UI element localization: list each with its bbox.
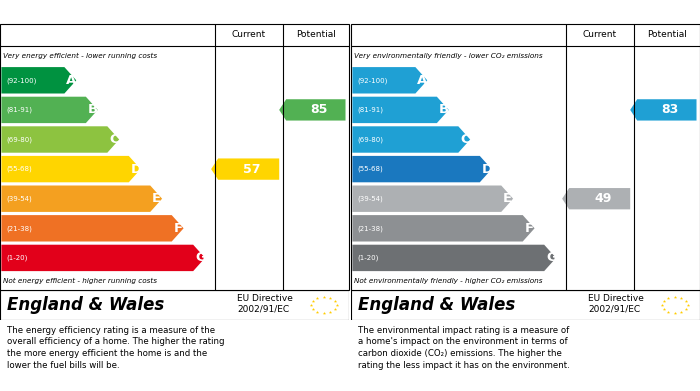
Text: 57: 57	[244, 163, 261, 176]
Text: B: B	[439, 103, 449, 117]
Polygon shape	[1, 245, 205, 271]
Text: G: G	[546, 251, 556, 264]
Polygon shape	[352, 245, 556, 271]
Text: Potential: Potential	[296, 30, 336, 39]
Text: 49: 49	[594, 192, 612, 205]
Polygon shape	[352, 67, 427, 93]
Text: Current: Current	[582, 30, 617, 39]
Text: A: A	[66, 74, 76, 87]
Text: (55-68): (55-68)	[6, 166, 32, 172]
Polygon shape	[630, 99, 696, 120]
Text: D: D	[130, 163, 141, 176]
Text: Energy Efficiency Rating: Energy Efficiency Rating	[8, 5, 181, 18]
Text: C: C	[460, 133, 470, 146]
Text: Very environmentally friendly - lower CO₂ emissions: Very environmentally friendly - lower CO…	[354, 53, 543, 59]
Text: Potential: Potential	[647, 30, 687, 39]
Text: C: C	[109, 133, 119, 146]
Polygon shape	[1, 156, 141, 182]
Text: (39-54): (39-54)	[6, 196, 32, 202]
Text: (1-20): (1-20)	[6, 255, 28, 261]
Polygon shape	[352, 215, 535, 242]
Text: F: F	[524, 222, 533, 235]
Polygon shape	[211, 158, 279, 180]
Polygon shape	[1, 67, 76, 93]
Text: Current: Current	[232, 30, 266, 39]
Polygon shape	[352, 156, 491, 182]
Polygon shape	[1, 126, 119, 153]
Text: (92-100): (92-100)	[357, 77, 388, 84]
Polygon shape	[352, 185, 513, 212]
Text: (81-91): (81-91)	[357, 107, 384, 113]
Polygon shape	[279, 99, 346, 120]
Text: A: A	[417, 74, 428, 87]
Text: The environmental impact rating is a measure of
a home's impact on the environme: The environmental impact rating is a mea…	[358, 326, 570, 370]
Text: D: D	[482, 163, 493, 176]
Text: (21-38): (21-38)	[357, 225, 383, 231]
Text: 83: 83	[662, 103, 679, 117]
Text: Not energy efficient - higher running costs: Not energy efficient - higher running co…	[4, 278, 158, 284]
Text: F: F	[174, 222, 183, 235]
Text: E: E	[503, 192, 512, 205]
Text: Not environmentally friendly - higher CO₂ emissions: Not environmentally friendly - higher CO…	[354, 278, 543, 284]
Text: England & Wales: England & Wales	[358, 296, 515, 314]
Text: England & Wales: England & Wales	[7, 296, 164, 314]
Polygon shape	[562, 188, 630, 209]
Text: (21-38): (21-38)	[6, 225, 32, 231]
Polygon shape	[352, 126, 470, 153]
Text: The energy efficiency rating is a measure of the
overall efficiency of a home. T: The energy efficiency rating is a measur…	[7, 326, 225, 370]
Polygon shape	[1, 185, 162, 212]
Polygon shape	[1, 215, 183, 242]
Text: EU Directive
2002/91/EC: EU Directive 2002/91/EC	[588, 294, 644, 313]
Polygon shape	[1, 97, 98, 123]
Text: (69-80): (69-80)	[6, 136, 32, 143]
Polygon shape	[352, 97, 449, 123]
Text: (69-80): (69-80)	[357, 136, 384, 143]
Text: B: B	[88, 103, 98, 117]
Text: Very energy efficient - lower running costs: Very energy efficient - lower running co…	[4, 53, 158, 59]
Text: (39-54): (39-54)	[357, 196, 383, 202]
Text: (1-20): (1-20)	[357, 255, 379, 261]
Text: (55-68): (55-68)	[357, 166, 383, 172]
Text: E: E	[152, 192, 161, 205]
Text: 85: 85	[311, 103, 328, 117]
Text: EU Directive
2002/91/EC: EU Directive 2002/91/EC	[237, 294, 293, 313]
Text: (81-91): (81-91)	[6, 107, 32, 113]
Text: G: G	[195, 251, 206, 264]
Text: (92-100): (92-100)	[6, 77, 36, 84]
Text: Environmental Impact (CO₂) Rating: Environmental Impact (CO₂) Rating	[360, 5, 606, 18]
